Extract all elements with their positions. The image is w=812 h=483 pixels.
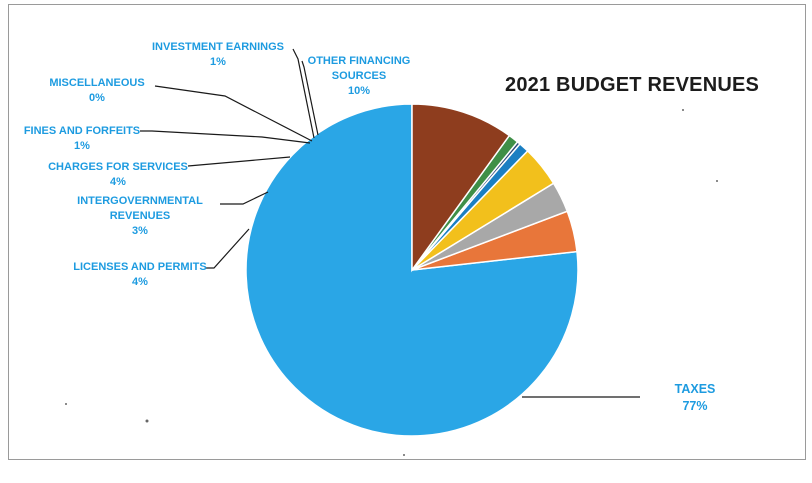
slice-category-label: INVESTMENT EARNINGS (152, 41, 284, 53)
leader-line (140, 130, 311, 144)
scan-specks (65, 109, 718, 456)
slice-percent-label: 4% (132, 276, 148, 288)
leader-line (301, 60, 319, 136)
slice-percent-label: 1% (210, 56, 226, 68)
slice-percent-label: 10% (348, 85, 370, 97)
chart-frame (8, 4, 806, 460)
leader-lines (140, 48, 640, 398)
slice-percent-label: 4% (110, 176, 126, 188)
slice-percent-label: 0% (89, 92, 105, 104)
slice-percent-label: 3% (132, 225, 148, 237)
slice-category-label: TAXES (675, 382, 716, 396)
scan-speck (716, 180, 718, 182)
slice-category-label: FINES AND FORFEITS (24, 125, 140, 137)
scan-speck (682, 109, 684, 111)
slice-labels: TAXES 77% LICENSES AND PERMITS 4% INTERGOVER… (24, 41, 716, 413)
scan-speck (145, 419, 149, 423)
chart-title: 2021 BUDGET REVENUES (505, 74, 760, 96)
pie-slice-other-financing-sources (411, 103, 511, 273)
leader-line (220, 191, 269, 205)
scan-speck (65, 403, 67, 405)
leader-line (292, 48, 315, 139)
pie-slices (245, 103, 579, 437)
pie-slice-taxes (245, 103, 579, 437)
leader-line (187, 156, 291, 167)
slice-percent-label: 77% (682, 399, 707, 413)
slice-category-label: CHARGES FOR SERVICES (48, 161, 188, 173)
slice-category-label: LICENSES AND PERMITS (73, 261, 206, 273)
leader-line (154, 85, 313, 142)
scan-speck (403, 454, 405, 456)
slice-category-label: OTHER FINANCING (308, 55, 411, 67)
slice-category-label: REVENUES (110, 210, 171, 222)
slice-category-label: INTERGOVERNMENTAL (77, 195, 203, 207)
slice-category-label: MISCELLANEOUS (49, 77, 144, 89)
slice-category-label: SOURCES (332, 70, 386, 82)
leader-line (206, 228, 250, 269)
slice-percent-label: 1% (74, 140, 90, 152)
